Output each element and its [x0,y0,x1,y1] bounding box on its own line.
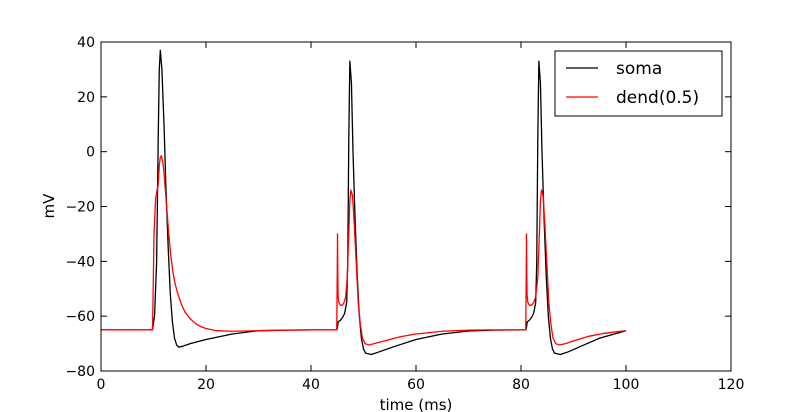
x-tick-label: 60 [407,377,425,393]
x-tick-label: 40 [302,377,320,393]
series-line-soma [101,49,627,356]
x-tick-label: 20 [197,377,215,393]
x-tick-label: 100 [613,377,640,393]
y-tick-label: 20 [77,90,95,106]
y-tick-label: 40 [77,35,95,51]
tick-layer: 0 20 40 60 80 100 120 −80 −60 −40 −20 0 20 40 [65,35,744,393]
legend-dend-label: dend(0.5) [616,88,699,108]
x-axis-label: time (ms) [380,396,453,412]
y-tick-label: −60 [65,309,95,325]
x-tick-label: 80 [512,377,530,393]
y-axis-label: mV [40,193,58,219]
x-tick-label: 120 [718,377,745,393]
series-line-dend [101,155,627,346]
y-tick-label: −80 [65,364,95,380]
legend: soma dend(0.5) [554,50,723,117]
legend-soma-label: soma [616,59,662,79]
y-tick-label: 0 [86,145,95,161]
x-tick-label: 0 [97,377,106,393]
y-tick-label: −20 [65,200,95,216]
series-layer [101,49,627,356]
legend-box [554,50,723,117]
y-tick-label: −40 [65,254,95,270]
